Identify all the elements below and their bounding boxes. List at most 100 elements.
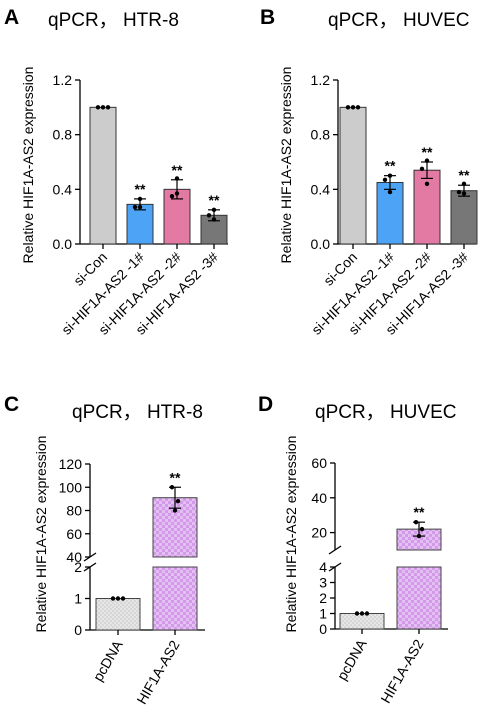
data-point xyxy=(115,596,121,601)
data-point xyxy=(110,596,116,601)
data-point xyxy=(419,166,425,172)
significance-label: ** xyxy=(385,158,396,174)
y-tick-label: 100 xyxy=(59,479,83,495)
data-point xyxy=(95,105,101,110)
y-tick-label: 20 xyxy=(311,525,327,541)
data-point xyxy=(456,189,462,195)
bar xyxy=(413,169,441,245)
y-tick-label: 0 xyxy=(319,621,327,637)
data-point xyxy=(105,105,111,110)
y-tick-label: 0.0 xyxy=(311,236,331,252)
y-tick-label: 1 xyxy=(74,591,82,607)
panel-letter-b: B xyxy=(260,6,275,29)
data-point xyxy=(387,189,393,195)
panel-a-title: qPCR， HTR-8 xyxy=(48,10,179,31)
data-point xyxy=(137,196,143,202)
y-tick-label: 0.8 xyxy=(311,127,331,143)
y-tick-label: 1.2 xyxy=(311,72,331,88)
data-point xyxy=(206,213,212,218)
data-point xyxy=(350,105,356,110)
y-tick-label: 0.4 xyxy=(311,181,331,197)
axis-break-mark xyxy=(328,545,342,555)
data-point xyxy=(345,105,351,110)
bar xyxy=(152,497,198,558)
x-category-label: HIF1A-AS2 xyxy=(133,637,182,706)
panel-c-ylabel: Relative HIF1A-AS2 expression xyxy=(33,436,49,633)
data-point xyxy=(461,181,467,187)
panel-b-ylabel: Relative HIF1A-AS2 expression xyxy=(278,67,294,264)
data-point xyxy=(387,173,393,178)
data-point xyxy=(211,217,217,222)
y-tick-label: 1 xyxy=(319,606,327,622)
panel-a: A qPCR， HTR-8 Relative HIF1A-AS2 express… xyxy=(4,6,228,338)
data-point xyxy=(416,533,422,539)
data-point xyxy=(461,191,467,196)
significance-label: ** xyxy=(459,167,470,183)
data-point xyxy=(364,611,370,616)
significance-label: ** xyxy=(422,144,433,160)
data-point xyxy=(419,526,425,532)
panel-b: B qPCR， HUVEC Relative HIF1A-AS2 express… xyxy=(260,6,478,338)
y-tick-label: 60 xyxy=(311,455,327,471)
bar xyxy=(89,106,117,245)
x-category-label: HIF1A-AS2 xyxy=(377,636,426,705)
data-point xyxy=(413,519,419,525)
panel-b-title: qPCR， HUVEC xyxy=(328,10,469,31)
significance-label: ** xyxy=(172,162,183,178)
bar xyxy=(450,190,478,245)
bar-lower-segment xyxy=(152,566,198,631)
y-tick-label: 80 xyxy=(66,503,82,519)
y-tick-label: 0.0 xyxy=(53,236,73,252)
bar xyxy=(163,188,191,245)
significance-label: ** xyxy=(209,192,220,208)
data-point xyxy=(137,204,143,210)
data-point xyxy=(174,176,180,181)
data-point xyxy=(424,158,430,163)
panel-c-plot: 0 1 240 60 80 100 120 pcDNA ** HIF1A-AS2 xyxy=(59,456,205,707)
data-point xyxy=(175,499,181,504)
data-point xyxy=(120,596,126,601)
data-point xyxy=(359,611,365,616)
data-point xyxy=(169,193,175,199)
y-tick-label: 4 xyxy=(319,559,327,575)
y-tick-label: 0 xyxy=(74,622,82,638)
y-tick-label: 60 xyxy=(66,526,82,542)
data-point xyxy=(424,181,430,187)
y-tick-label: 3 xyxy=(319,575,327,591)
panel-b-plot: 0.00.40.81.2si-Con**si-HIF1A-AS2 -1#**si… xyxy=(308,72,478,338)
x-category-label: pcDNA xyxy=(90,637,126,684)
panel-letter-d: D xyxy=(258,393,273,416)
bar-lower-segment xyxy=(396,566,442,630)
data-point xyxy=(100,105,106,110)
data-point xyxy=(382,177,388,182)
panel-d: D qPCR， HUVEC Relative HIF1A-AS2 express… xyxy=(258,393,456,706)
data-point xyxy=(211,207,217,213)
data-point xyxy=(132,204,138,210)
significance-label: ** xyxy=(170,469,181,485)
bar xyxy=(95,598,141,631)
bar xyxy=(339,613,385,630)
y-tick-label: 0.8 xyxy=(53,127,73,143)
significance-label: ** xyxy=(414,504,425,520)
data-point xyxy=(169,485,175,490)
y-tick-label: 0.4 xyxy=(53,181,73,197)
panel-letter-a: A xyxy=(4,6,19,29)
data-point xyxy=(174,191,180,196)
y-tick-label: 1.2 xyxy=(53,72,73,88)
y-tick-label: 120 xyxy=(59,456,83,472)
data-point xyxy=(172,508,178,513)
data-point xyxy=(355,105,361,110)
bar xyxy=(339,106,367,245)
panel-c-title: qPCR， HTR-8 xyxy=(72,402,203,423)
panel-d-title: qPCR， HUVEC xyxy=(315,402,456,423)
panel-a-ylabel: Relative HIF1A-AS2 expression xyxy=(20,67,36,264)
y-tick-label: 2 xyxy=(74,559,82,575)
panel-a-plot: 0.00.40.81.2si-Con**si-HIF1A-AS2 -1#**si… xyxy=(53,72,228,338)
panel-letter-c: C xyxy=(4,393,19,416)
y-tick-label: 40 xyxy=(311,490,327,506)
data-point xyxy=(354,611,360,616)
x-category-label: pcDNA xyxy=(334,636,370,683)
panel-d-ylabel: Relative HIF1A-AS2 expression xyxy=(283,436,299,633)
